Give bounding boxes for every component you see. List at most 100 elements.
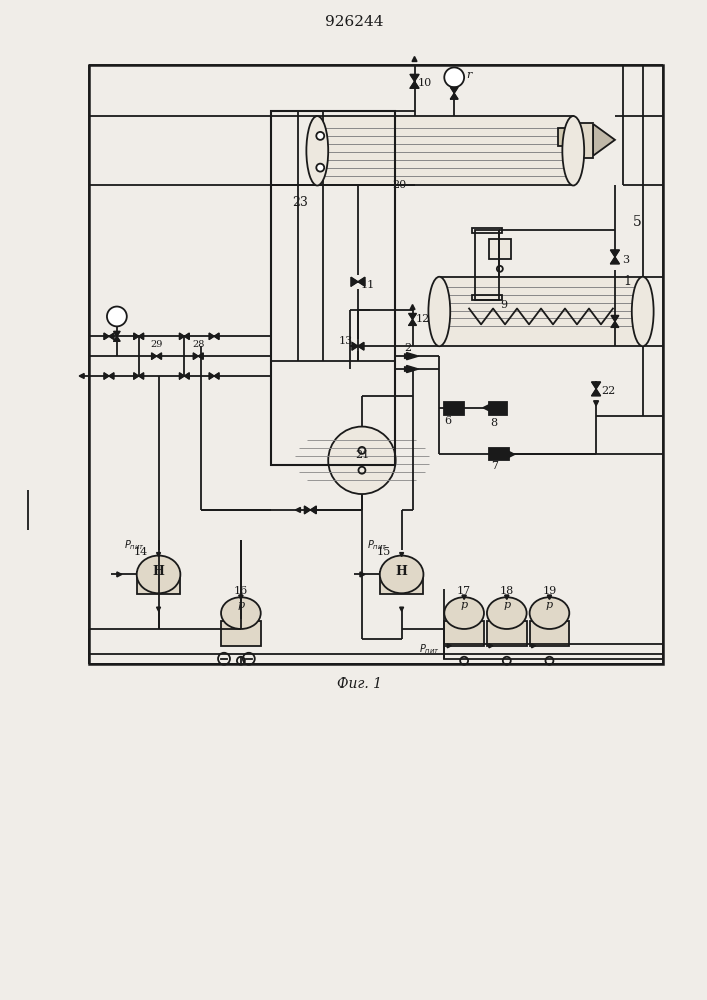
Polygon shape (114, 331, 120, 341)
Ellipse shape (428, 277, 450, 346)
Polygon shape (610, 250, 619, 264)
Text: $P_{пит}$: $P_{пит}$ (367, 538, 387, 552)
Polygon shape (409, 313, 416, 325)
Polygon shape (462, 595, 466, 599)
Ellipse shape (487, 597, 527, 629)
Text: 11: 11 (361, 280, 375, 290)
Ellipse shape (221, 597, 261, 629)
Polygon shape (592, 382, 600, 396)
Polygon shape (134, 333, 144, 340)
Bar (271, 111, 395, 465)
Polygon shape (404, 367, 409, 372)
Bar (439, 277, 643, 346)
Text: Фиг. 1: Фиг. 1 (337, 677, 382, 691)
Bar (472, 295, 502, 300)
Polygon shape (505, 595, 509, 599)
Text: р: р (238, 600, 245, 610)
Bar (317, 116, 573, 185)
Bar (487, 621, 527, 646)
Polygon shape (489, 644, 493, 648)
Ellipse shape (136, 556, 180, 593)
Text: 5: 5 (633, 215, 642, 229)
Polygon shape (180, 333, 189, 340)
Bar (475, 230, 499, 300)
Polygon shape (360, 572, 365, 577)
Text: 2: 2 (404, 343, 411, 353)
Ellipse shape (632, 277, 654, 346)
Polygon shape (450, 87, 458, 99)
Polygon shape (399, 553, 404, 557)
Ellipse shape (380, 556, 423, 593)
Polygon shape (448, 644, 451, 648)
Text: 17: 17 (457, 586, 471, 596)
Polygon shape (505, 595, 509, 599)
Polygon shape (351, 277, 365, 286)
Polygon shape (509, 451, 515, 457)
Polygon shape (209, 373, 219, 379)
Text: Н: Н (396, 565, 407, 578)
Ellipse shape (444, 597, 484, 629)
Polygon shape (410, 74, 419, 88)
Text: 28: 28 (192, 340, 204, 349)
Bar (380, 572, 423, 594)
Bar (489, 402, 507, 415)
Polygon shape (407, 353, 419, 360)
Ellipse shape (562, 116, 584, 185)
Text: 1: 1 (624, 275, 632, 288)
Polygon shape (156, 553, 160, 557)
Bar (444, 644, 662, 659)
Text: r: r (467, 70, 472, 80)
Text: 3: 3 (622, 255, 629, 265)
Polygon shape (156, 607, 160, 611)
Polygon shape (239, 595, 243, 599)
Polygon shape (410, 305, 415, 310)
Polygon shape (352, 342, 364, 350)
Bar (559, 128, 571, 146)
Polygon shape (593, 124, 615, 156)
Text: р: р (460, 600, 468, 610)
Polygon shape (134, 373, 144, 379)
Polygon shape (239, 595, 243, 599)
Bar (221, 621, 261, 646)
Circle shape (107, 307, 127, 326)
Text: 7: 7 (491, 461, 498, 471)
Polygon shape (151, 353, 161, 359)
Polygon shape (412, 57, 417, 61)
Polygon shape (547, 595, 551, 599)
Text: 15: 15 (377, 547, 391, 557)
Text: 22: 22 (601, 386, 615, 396)
Text: 926244: 926244 (325, 15, 383, 29)
Bar (489, 448, 509, 460)
Text: $P_{пит}$: $P_{пит}$ (419, 642, 440, 656)
Bar (489, 239, 510, 259)
Polygon shape (193, 353, 203, 359)
Ellipse shape (306, 116, 328, 185)
Text: 13: 13 (339, 336, 354, 346)
Ellipse shape (328, 427, 396, 494)
Text: 12: 12 (415, 314, 430, 324)
Polygon shape (547, 595, 551, 599)
Text: р: р (546, 600, 553, 610)
Circle shape (316, 164, 325, 172)
Circle shape (444, 67, 464, 87)
Text: 6: 6 (444, 416, 451, 426)
Polygon shape (104, 333, 114, 340)
Text: 29: 29 (151, 340, 163, 349)
Polygon shape (209, 333, 219, 340)
Bar (444, 621, 484, 646)
Text: 10: 10 (417, 78, 431, 88)
Text: 8: 8 (491, 418, 498, 428)
Polygon shape (462, 595, 466, 599)
Bar (567, 123, 593, 158)
Bar (89, 65, 662, 664)
Text: 23: 23 (293, 196, 308, 209)
Text: Н: Н (153, 565, 165, 578)
Polygon shape (79, 374, 84, 378)
Text: р: р (503, 600, 510, 610)
Text: $P_{пит}$: $P_{пит}$ (124, 538, 145, 552)
Polygon shape (399, 607, 404, 611)
Polygon shape (404, 354, 409, 359)
Bar (530, 621, 569, 646)
Circle shape (316, 132, 325, 140)
Polygon shape (305, 506, 316, 514)
